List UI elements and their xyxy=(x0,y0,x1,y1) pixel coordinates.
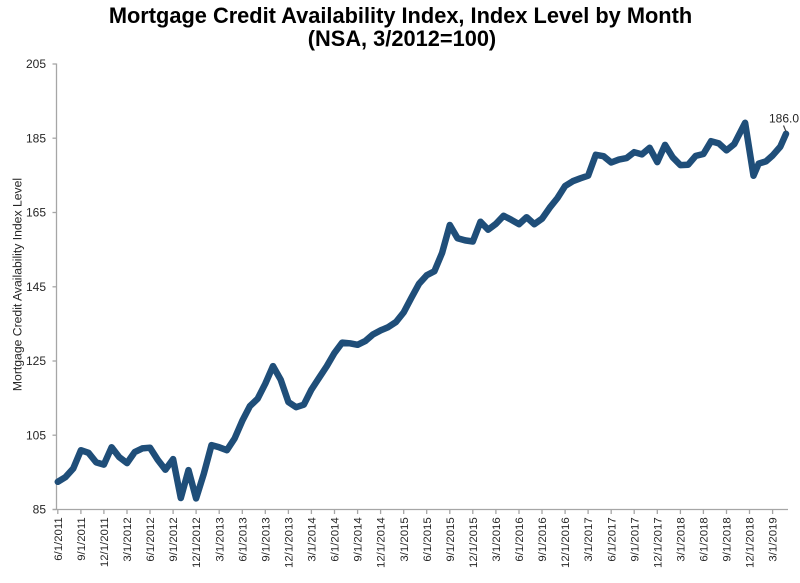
svg-text:3/1/2016: 3/1/2016 xyxy=(491,517,503,561)
svg-text:9/1/2011: 9/1/2011 xyxy=(76,517,88,561)
svg-text:3/1/2018: 3/1/2018 xyxy=(676,517,688,561)
svg-text:3/1/2013: 3/1/2013 xyxy=(214,517,226,561)
svg-text:9/1/2012: 9/1/2012 xyxy=(168,517,180,561)
svg-text:6/1/2015: 6/1/2015 xyxy=(422,517,434,561)
svg-text:Mortgage Credit Availability I: Mortgage Credit Availability Index Level xyxy=(11,178,25,391)
svg-text:6/1/2016: 6/1/2016 xyxy=(514,517,526,561)
svg-text:9/1/2015: 9/1/2015 xyxy=(445,517,457,561)
svg-text:205: 205 xyxy=(26,57,46,71)
svg-text:9/1/2014: 9/1/2014 xyxy=(353,517,365,561)
svg-text:125: 125 xyxy=(26,354,46,368)
svg-text:12/1/2017: 12/1/2017 xyxy=(652,517,664,568)
svg-text:6/1/2011: 6/1/2011 xyxy=(53,517,65,561)
svg-text:12/1/2016: 12/1/2016 xyxy=(560,517,572,568)
svg-text:145: 145 xyxy=(26,280,46,294)
svg-text:(NSA, 3/2012=100): (NSA, 3/2012=100) xyxy=(308,26,496,51)
svg-text:12/1/2018: 12/1/2018 xyxy=(745,517,757,568)
svg-text:6/1/2013: 6/1/2013 xyxy=(237,517,249,561)
svg-text:9/1/2018: 9/1/2018 xyxy=(722,517,734,561)
svg-text:105: 105 xyxy=(26,428,46,442)
svg-text:3/1/2015: 3/1/2015 xyxy=(399,517,411,561)
svg-text:6/1/2017: 6/1/2017 xyxy=(606,517,618,561)
svg-text:3/1/2014: 3/1/2014 xyxy=(307,517,319,561)
svg-text:6/1/2012: 6/1/2012 xyxy=(145,517,157,561)
svg-text:12/1/2015: 12/1/2015 xyxy=(468,517,480,568)
svg-text:12/1/2011: 12/1/2011 xyxy=(99,517,111,567)
svg-text:9/1/2017: 9/1/2017 xyxy=(629,517,641,561)
svg-text:85: 85 xyxy=(33,503,47,517)
svg-text:186.0: 186.0 xyxy=(769,112,799,126)
svg-text:3/1/2012: 3/1/2012 xyxy=(122,517,134,561)
svg-text:Mortgage Credit Availability I: Mortgage Credit Availability Index, Inde… xyxy=(109,3,692,28)
svg-text:12/1/2012: 12/1/2012 xyxy=(191,517,203,568)
svg-text:12/1/2014: 12/1/2014 xyxy=(376,517,388,568)
svg-text:9/1/2016: 9/1/2016 xyxy=(537,517,549,561)
svg-text:6/1/2018: 6/1/2018 xyxy=(699,517,711,561)
svg-text:185: 185 xyxy=(26,131,46,145)
svg-text:6/1/2014: 6/1/2014 xyxy=(330,517,342,561)
svg-text:165: 165 xyxy=(26,206,46,220)
svg-text:12/1/2013: 12/1/2013 xyxy=(284,517,296,568)
svg-text:3/1/2019: 3/1/2019 xyxy=(768,517,780,561)
svg-text:3/1/2017: 3/1/2017 xyxy=(583,517,595,561)
svg-text:9/1/2013: 9/1/2013 xyxy=(260,517,272,561)
